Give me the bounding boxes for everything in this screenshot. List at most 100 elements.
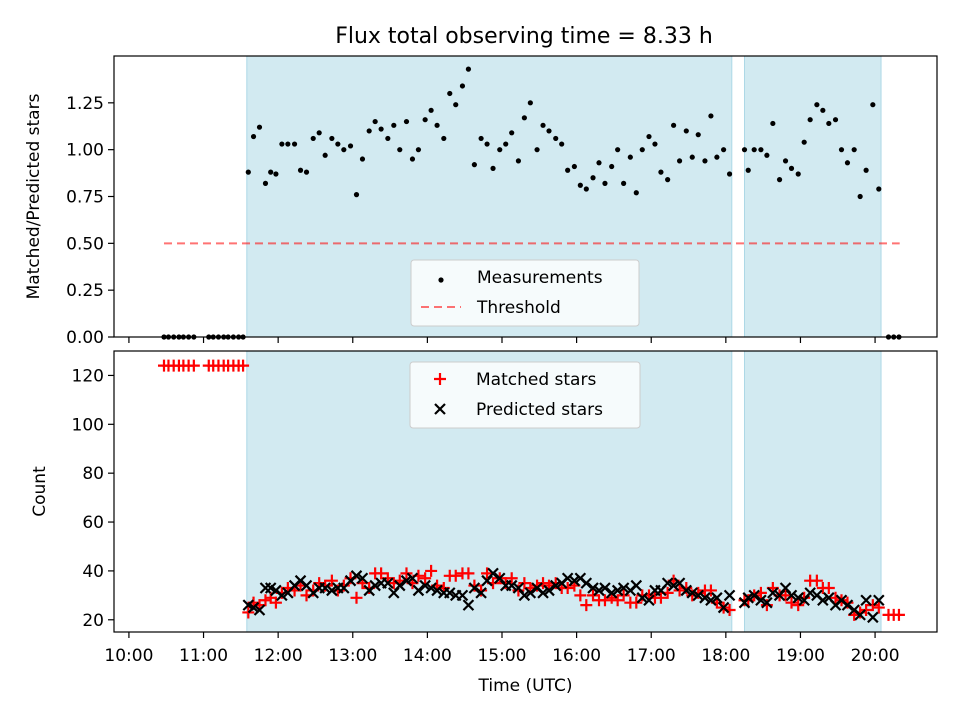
predicted-star-point [860,594,872,607]
measurement-point [546,128,552,134]
measurement-point [391,122,397,128]
measurement-point [366,128,372,134]
measurement-point [250,133,257,140]
predicted-star-point [711,592,723,604]
predicted-star-point [723,589,736,602]
matched-star-point [617,589,630,602]
measurement-point [422,117,428,123]
measurement-point [782,158,789,164]
measurement-point [609,163,615,170]
measurement-point [503,141,509,147]
matched-star-point [673,584,686,597]
x-axis-label: Time (UTC) [478,676,573,696]
predicted-star-point [518,589,531,602]
x-tick-label: 10:00 [104,646,153,666]
predicted-star-point [599,582,611,594]
measurement-point [639,147,645,153]
y-tick-label: 100 [72,415,104,435]
measurement-point [245,169,251,175]
measurement-point [310,135,316,142]
matched-star-point [866,599,879,612]
measurement-point [490,165,496,171]
series-matched-stars [157,359,905,621]
legend-label: Predicted stars [476,400,603,420]
measurement-point [615,147,621,153]
y-tick-label: 0.00 [66,328,104,348]
measurement-point [415,147,422,153]
measurement-point [764,152,770,158]
measurement-point [559,141,565,147]
measurement-point [577,182,583,188]
measurement-point [297,167,304,173]
x-tick-label: 18:00 [701,646,750,666]
predicted-star-point [667,579,680,592]
measurement-point [832,117,839,123]
matched-star-point [400,567,413,580]
measurement-point [714,154,720,160]
measurement-point [633,190,639,196]
matched-star-point [425,564,438,577]
matched-star-point [785,596,798,609]
predicted-star-point [841,599,854,611]
y-tick-label: 80 [82,464,104,484]
measurement-point [385,135,391,142]
y-tick-label: 40 [82,562,104,582]
y-tick-label: 20 [82,611,104,631]
measurement-point [857,193,863,200]
predicted-star-point [661,577,674,589]
x-tick-label: 13:00 [328,646,377,666]
predicted-star-point [854,609,866,621]
predicted-star-point [804,587,816,599]
matched-star-point [237,359,250,372]
y-tick-label: 1.00 [66,141,104,161]
measurement-point [441,135,447,142]
measurement-point [484,141,490,147]
measurement-point [583,186,589,192]
predicted-star-point [537,587,549,599]
predicted-star-point [686,587,699,599]
measurement-point [741,147,748,153]
matched-star-point [505,572,518,585]
legend-label: Measurements [477,268,603,288]
axes-frame [113,350,938,633]
measurement-point [347,143,354,149]
predicted-star-point [543,584,555,597]
y-tick-label: 0.25 [66,281,104,301]
matched-star-point [242,606,255,619]
x-tick-label: 20:00 [851,646,900,666]
measurement-point [621,180,627,186]
predicted-star-point [456,589,469,602]
predicted-star-point [319,582,331,594]
predicted-star-point [468,582,481,594]
y-axis-label: Matched/Predicted stars [24,93,44,299]
matched-star-point [375,567,388,580]
measurement-point [378,126,384,132]
matched-star-point [630,596,643,609]
measurement-point [273,171,279,177]
matched-star-point [872,601,885,614]
measurement-point [807,117,813,123]
predicted-star-point [419,579,431,592]
measurement-point [814,102,820,108]
predicted-star-point [561,572,574,585]
measurement-point [708,113,714,119]
legend: Matched stars Predicted stars [409,361,641,429]
y-tick-label: 0.50 [66,234,104,254]
predicted-star-point [630,579,643,592]
measurement-point [745,167,751,173]
legend-label: Matched stars [476,370,596,390]
series-predicted-stars [242,567,885,624]
measurement-point [335,141,341,147]
predicted-star-point [792,592,804,604]
predicted-star-point [717,601,730,614]
measurement-point [590,175,596,181]
legend-marker-predicted [434,403,446,415]
predicted-star-point [617,582,630,594]
matched-star-point [259,594,272,607]
measurement-point [702,158,708,164]
matched-star-point [350,591,363,604]
measurement-point [721,147,727,153]
measurement-point [695,132,701,138]
predicted-star-point [643,594,655,607]
